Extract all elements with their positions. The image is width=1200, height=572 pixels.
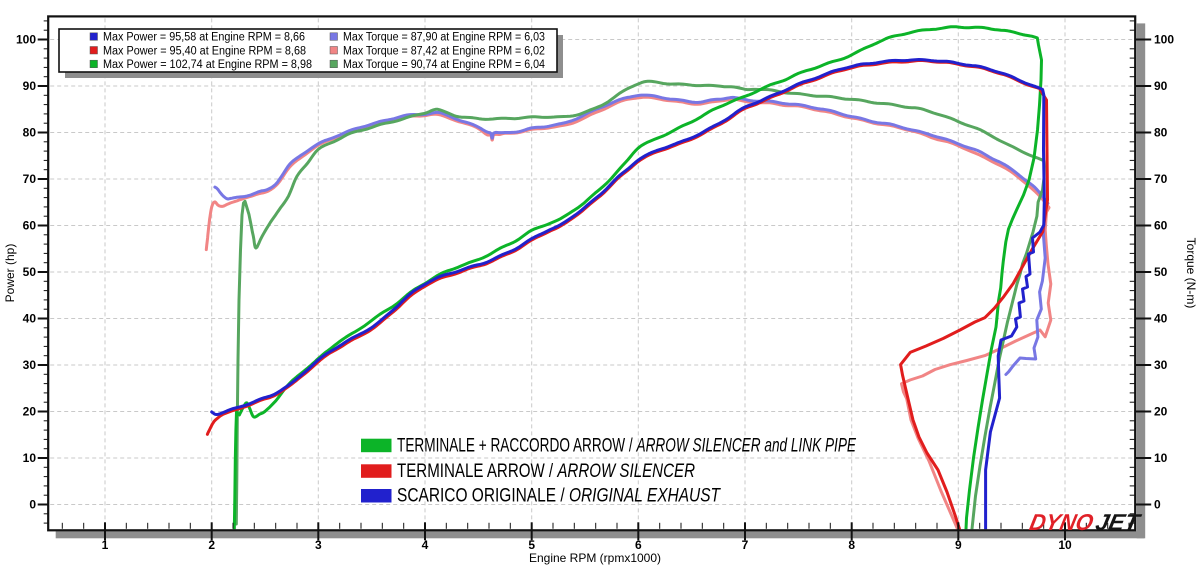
svg-text:0: 0 (1154, 498, 1161, 512)
svg-text:Engine RPM (rpmx1000): Engine RPM (rpmx1000) (529, 551, 661, 565)
svg-text:10: 10 (23, 451, 37, 465)
svg-text:20: 20 (23, 405, 37, 419)
svg-text:80: 80 (23, 126, 37, 140)
svg-text:DYNO: DYNO (1027, 509, 1095, 535)
svg-text:6: 6 (635, 538, 642, 552)
svg-text:70: 70 (23, 172, 37, 186)
svg-text:8: 8 (848, 538, 855, 552)
svg-text:30: 30 (23, 358, 37, 372)
svg-text:90: 90 (23, 79, 37, 93)
svg-text:80: 80 (1154, 126, 1168, 140)
svg-text:50: 50 (23, 265, 37, 279)
svg-text:JET: JET (1093, 509, 1143, 535)
svg-text:Max Power = 95,58 at Engine RP: Max Power = 95,58 at Engine RPM = 8,66 (103, 32, 305, 44)
svg-text:2: 2 (208, 538, 215, 552)
svg-text:10: 10 (1058, 538, 1072, 552)
svg-text:60: 60 (23, 219, 37, 233)
svg-text:Torque (N-m): Torque (N-m) (1184, 238, 1198, 309)
svg-text:5: 5 (528, 538, 535, 552)
svg-text:7: 7 (742, 538, 749, 552)
svg-text:100: 100 (16, 33, 36, 47)
svg-text:Max Power = 95,40 at Engine RP: Max Power = 95,40 at Engine RPM = 8,68 (103, 45, 306, 57)
svg-text:9: 9 (955, 538, 962, 552)
svg-text:0: 0 (29, 498, 36, 512)
svg-text:70: 70 (1154, 172, 1168, 186)
svg-text:Max Power = 102,74 at Engine R: Max Power = 102,74 at Engine RPM = 8,98 (103, 59, 312, 71)
svg-text:40: 40 (1154, 312, 1168, 326)
svg-text:30: 30 (1154, 358, 1168, 372)
svg-text:1: 1 (102, 538, 109, 552)
svg-text:3: 3 (315, 538, 322, 552)
svg-text:90: 90 (1154, 79, 1168, 93)
svg-text:60: 60 (1154, 219, 1168, 233)
svg-text:Max Torque = 87,42 at Engine R: Max Torque = 87,42 at Engine RPM = 6,02 (343, 45, 545, 57)
svg-text:TERMINALE + RACCORDO ARROW / A: TERMINALE + RACCORDO ARROW / ARROW SILEN… (397, 435, 856, 456)
svg-text:SCARICO ORIGINALE / ORIGINAL E: SCARICO ORIGINALE / ORIGINAL EXHAUST (397, 486, 721, 507)
svg-text:Max Torque = 87,90 at Engine R: Max Torque = 87,90 at Engine RPM = 6,03 (343, 32, 545, 44)
svg-text:4: 4 (422, 538, 429, 552)
svg-text:40: 40 (23, 312, 37, 326)
svg-text:50: 50 (1154, 265, 1168, 279)
svg-text:100: 100 (1154, 33, 1174, 47)
svg-text:10: 10 (1154, 451, 1168, 465)
svg-text:20: 20 (1154, 405, 1168, 419)
svg-text:TERMINALE ARROW / ARROW SILENC: TERMINALE ARROW / ARROW SILENCER (397, 461, 695, 482)
svg-text:Power (hp): Power (hp) (3, 244, 17, 303)
svg-text:Max Torque = 90,74 at Engine R: Max Torque = 90,74 at Engine RPM = 6,04 (343, 59, 546, 71)
